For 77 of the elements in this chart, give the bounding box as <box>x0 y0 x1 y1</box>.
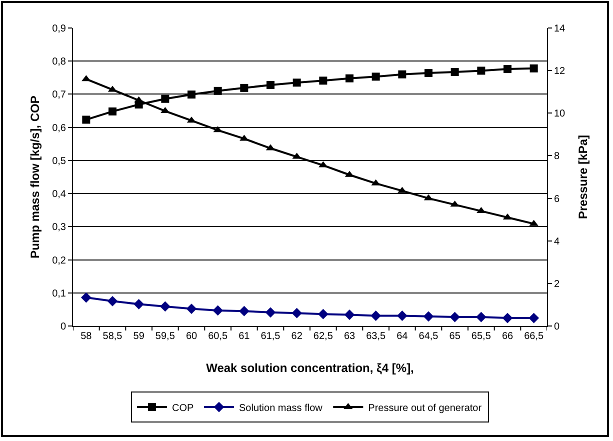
y-tick-label: 0,3 <box>52 222 66 234</box>
y2-tick-label: 14 <box>554 24 566 34</box>
x-tick-label: 61 <box>238 331 250 342</box>
y2-tick-label: 8 <box>554 151 560 162</box>
point <box>319 76 328 85</box>
point <box>423 311 434 322</box>
y-tick-label: 0,2 <box>52 255 66 266</box>
point <box>107 296 118 306</box>
y-tick-label: 0,1 <box>52 288 66 300</box>
point <box>134 298 144 310</box>
point <box>160 301 170 312</box>
point <box>346 74 354 82</box>
point <box>318 308 328 320</box>
x-tick-label: 64,5 <box>418 331 439 342</box>
x-tick-label: 58,5 <box>102 331 123 342</box>
point <box>530 64 538 72</box>
point <box>477 66 486 75</box>
x-tick-label: 62,5 <box>313 331 334 342</box>
y-tick-label: 0 <box>60 322 66 332</box>
point <box>212 305 224 316</box>
x-tick-label: 59 <box>133 331 145 342</box>
point <box>82 116 90 124</box>
x-tick-label: 64 <box>396 331 408 342</box>
y-tick-label: 0,7 <box>52 90 66 101</box>
point <box>238 306 250 316</box>
y-tick-label: 0,6 <box>52 122 66 134</box>
x-tick-label: 60,5 <box>208 331 228 342</box>
y2-tick-label: 2 <box>554 278 560 290</box>
y2-axis-title: Pressure [kPa] <box>576 134 590 220</box>
legend-label: Solution mass flow <box>239 402 324 414</box>
x-tick-label: 62 <box>291 331 303 342</box>
y-tick-label: 0,5 <box>52 156 66 167</box>
legend-label: COP <box>172 402 194 414</box>
y2-tick-label: 10 <box>554 108 566 120</box>
point <box>398 70 406 78</box>
point <box>266 80 274 89</box>
y2-tick-label: 0 <box>554 322 560 332</box>
point <box>450 68 459 76</box>
point <box>450 312 460 322</box>
point <box>214 86 222 95</box>
x-tick-label: 63 <box>344 331 356 342</box>
point <box>424 69 432 78</box>
x-tick-label: 58 <box>80 331 92 342</box>
point <box>370 310 382 321</box>
point <box>108 107 116 116</box>
point <box>186 304 197 314</box>
point <box>188 90 196 99</box>
point <box>344 310 355 320</box>
y2-tick-label: 6 <box>554 194 560 205</box>
legend-label: Pressure out of generator <box>368 402 482 414</box>
x-tick-label: 65 <box>449 331 461 342</box>
x-tick-label: 61,5 <box>260 331 281 342</box>
point <box>504 65 512 74</box>
point <box>265 307 276 318</box>
x-tick-label: 66,5 <box>524 331 544 342</box>
x-tick-label: 60 <box>186 331 198 342</box>
point <box>80 292 92 303</box>
x-tick-label: 66 <box>502 331 514 342</box>
x-tick-label: 63,5 <box>366 331 386 342</box>
point <box>292 78 301 87</box>
x-axis-title: Weak solution concentration, ξ4 [%], <box>206 361 414 375</box>
y-tick-label: 0,9 <box>52 24 66 34</box>
point <box>292 308 302 318</box>
point <box>476 312 486 322</box>
y-axis-title: Pump mass flow [kg/s], COP <box>28 96 42 258</box>
y2-tick-label: 4 <box>554 236 560 248</box>
x-tick-label: 65,5 <box>471 331 492 342</box>
point <box>161 94 170 103</box>
y-tick-label: 0,4 <box>52 189 66 200</box>
point <box>372 72 380 81</box>
x-tick-label: 59,5 <box>155 331 176 342</box>
point <box>528 312 540 324</box>
point <box>502 312 513 324</box>
y-tick-label: 0,8 <box>52 56 66 68</box>
y2-tick-label: 12 <box>554 66 566 78</box>
point <box>396 310 408 321</box>
point <box>240 84 248 92</box>
